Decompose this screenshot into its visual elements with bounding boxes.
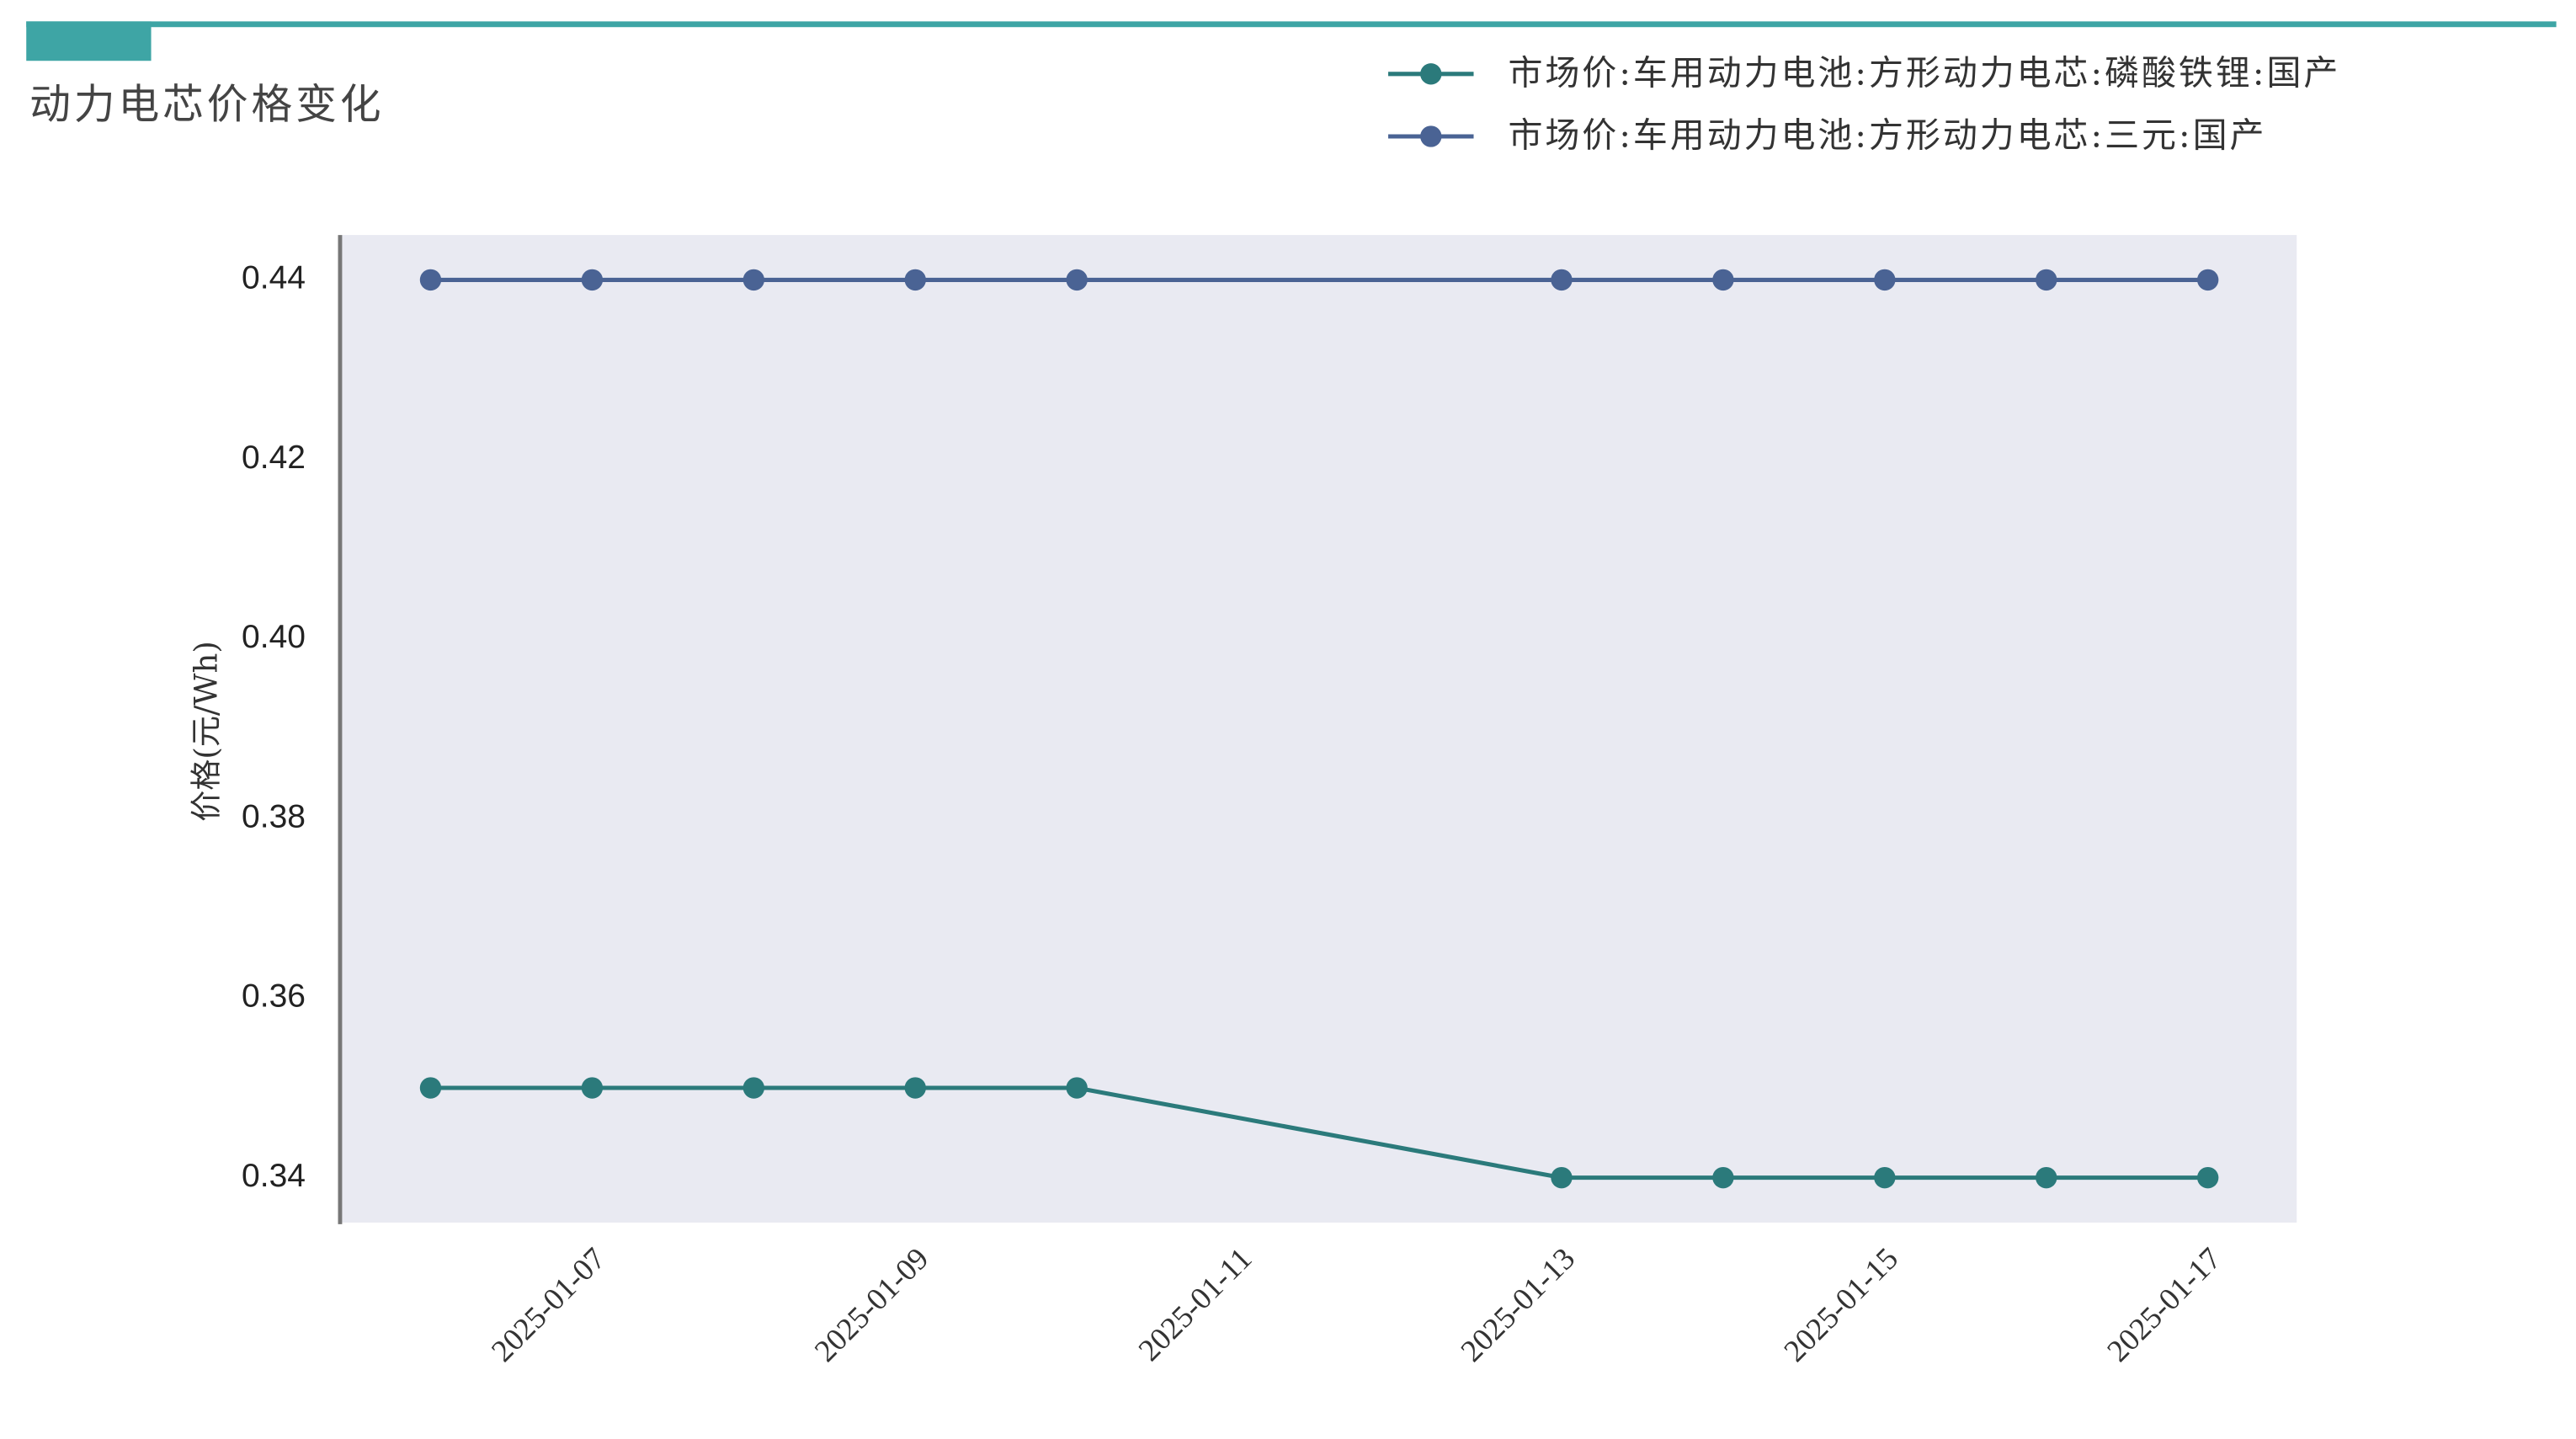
data-point <box>1874 269 1896 291</box>
data-point <box>2036 1166 2057 1189</box>
series-line <box>430 1085 2208 1181</box>
x-tick-label: 2025-01-15 <box>1778 1241 1905 1368</box>
data-point <box>581 269 604 291</box>
y-tick-label: 0.38 <box>242 798 306 834</box>
data-point <box>742 269 765 291</box>
data-point <box>2036 269 2057 291</box>
data-point <box>1874 1166 1896 1189</box>
data-point <box>904 1077 926 1099</box>
y-tick-label: 0.34 <box>242 1158 306 1194</box>
data-point <box>1066 1077 1088 1099</box>
legend-label: 市场价:车用动力电池:方形动力电芯:三元:国产 <box>1509 115 2267 155</box>
x-tick-label: 2025-01-13 <box>1455 1241 1582 1368</box>
header-rule <box>26 21 2557 28</box>
data-point <box>581 1077 604 1099</box>
legend-label: 市场价:车用动力电池:方形动力电芯:磷酸铁锂:国产 <box>1509 52 2341 93</box>
data-point <box>1712 269 1734 291</box>
legend-marker <box>1420 63 1442 85</box>
data-point <box>419 1077 442 1099</box>
x-tick-label: 2025-01-09 <box>808 1241 935 1368</box>
y-tick-label: 0.42 <box>242 440 306 476</box>
data-point <box>2196 1166 2219 1189</box>
y-tick-label: 0.36 <box>242 978 306 1015</box>
chart-title: 动力电芯价格变化 <box>29 81 384 129</box>
plot-area <box>341 235 2297 1223</box>
data-point <box>1551 269 1573 291</box>
y-axis-label: 价格(元/Wh) <box>188 641 224 822</box>
y-tick-label: 0.40 <box>242 619 306 655</box>
x-tick-label: 2025-01-07 <box>485 1241 612 1368</box>
header-tab <box>26 21 152 61</box>
data-point <box>1712 1166 1734 1189</box>
x-tick-label: 2025-01-11 <box>1132 1241 1259 1367</box>
data-point <box>742 1077 765 1099</box>
data-point <box>1066 269 1088 291</box>
data-point <box>1551 1166 1573 1189</box>
legend-marker <box>1420 125 1442 147</box>
y-tick-label: 0.44 <box>242 260 306 296</box>
data-point <box>2196 269 2219 291</box>
data-point <box>419 269 442 291</box>
x-tick-label: 2025-01-17 <box>2100 1241 2227 1368</box>
data-point <box>904 269 926 291</box>
